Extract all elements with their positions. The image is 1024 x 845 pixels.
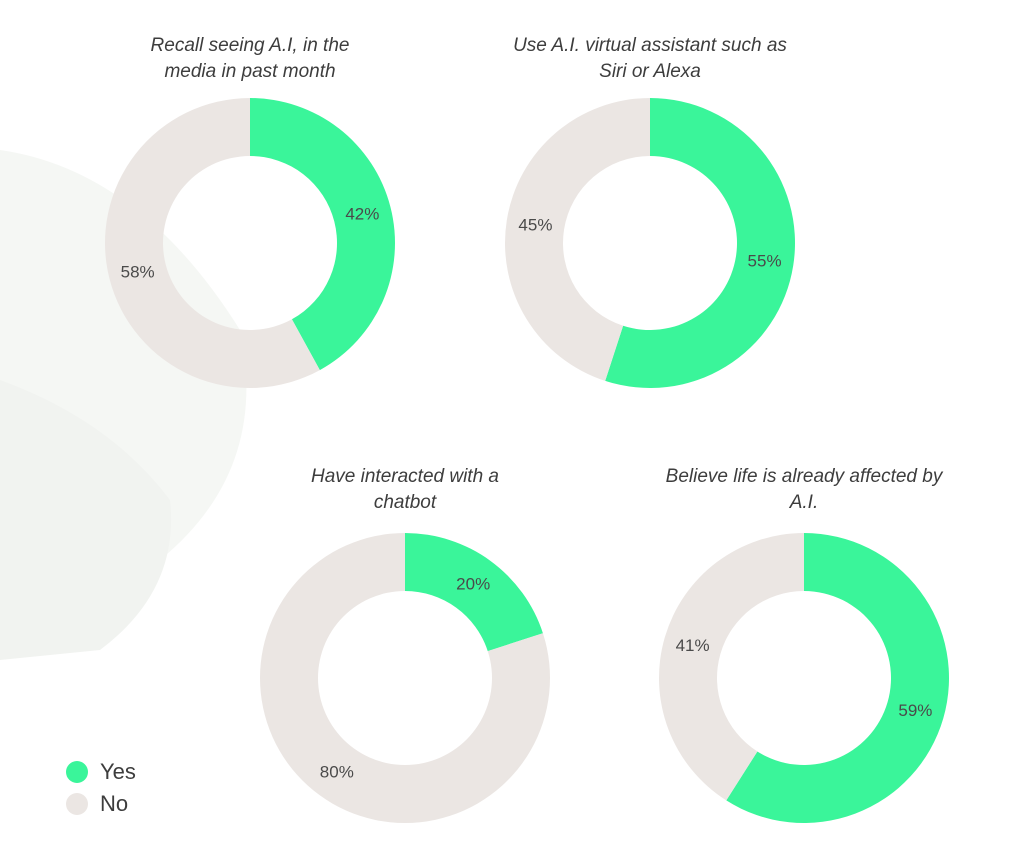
chart-1-title-line-2: media in past month: [164, 61, 336, 82]
chart-2-title: Use A.I. virtual assistant such as Siri …: [480, 33, 820, 85]
chart-2-label-yes: 55%: [748, 252, 782, 271]
chart-legend: Yes No: [66, 756, 136, 820]
donut-chart-4: 59% 41%: [659, 533, 949, 823]
chart-4-label-no: 41%: [676, 636, 710, 655]
chart-3-title: Have interacted with a chatbot: [265, 464, 545, 516]
chart-4-slice-no: [659, 533, 804, 801]
legend-swatch-yes: [66, 761, 88, 783]
donut-chart-1: 42% 58%: [104, 98, 395, 388]
chart-4-title-line-2: A.I.: [789, 492, 819, 513]
chart-1-label-no: 58%: [121, 262, 155, 281]
legend-item-no: No: [66, 788, 136, 820]
chart-2-slice-yes: [605, 98, 795, 388]
legend-label-yes: Yes: [100, 759, 136, 784]
chart-4-label-yes: 59%: [898, 701, 932, 720]
chart-2-title-line-1: Use A.I. virtual assistant such as: [513, 35, 787, 56]
chart-4-title-line-1: Believe life is already affected by: [665, 466, 943, 487]
chart-1-slice-yes: [250, 98, 395, 371]
legend-label-no: No: [100, 791, 129, 816]
chart-1-title: Recall seeing A.I, in the media in past …: [100, 33, 400, 85]
chart-3-slice-no: [260, 533, 550, 823]
legend-swatch-no: [66, 793, 88, 815]
donut-chart-2: 55% 45%: [505, 98, 795, 388]
chart-3-slice-yes: [405, 533, 543, 652]
chart-4-title: Believe life is already affected by A.I.: [630, 464, 978, 516]
chart-3-title-line-2: chatbot: [373, 492, 437, 513]
legend-item-yes: Yes: [66, 756, 136, 788]
chart-1-title-line-1: Recall seeing A.I, in the: [150, 35, 350, 56]
chart-2-label-no: 45%: [518, 215, 552, 234]
chart-3-title-line-1: Have interacted with a: [311, 466, 499, 487]
chart-3-label-no: 80%: [320, 762, 354, 781]
chart-2-title-line-2: Siri or Alexa: [599, 61, 701, 82]
chart-1-label-yes: 42%: [345, 205, 379, 224]
chart-4-slice-yes: [726, 533, 949, 823]
chart-3-label-yes: 20%: [456, 575, 490, 594]
chart-2-slice-no: [505, 98, 650, 381]
donut-chart-3: 20% 80%: [260, 533, 550, 823]
chart-1-slice-no: [104, 98, 320, 388]
